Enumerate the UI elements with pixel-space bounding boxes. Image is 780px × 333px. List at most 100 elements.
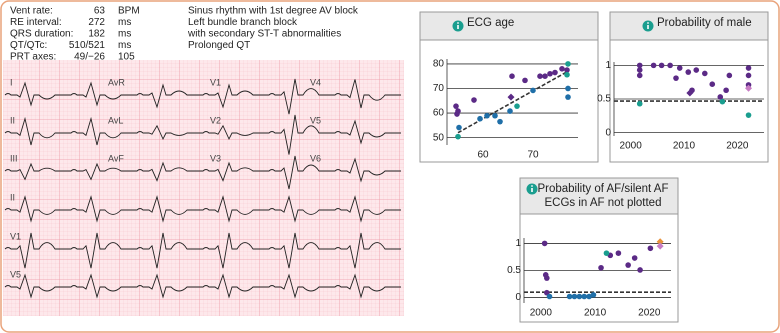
point [656,238,664,246]
point [745,65,752,71]
point [541,240,548,247]
point [685,69,692,75]
lead-label: AvL [108,115,123,125]
measure-label: RE interval: [10,17,62,28]
y-tick-label: 0 [515,292,521,303]
point [717,94,724,100]
point [723,87,729,94]
ecg-trace [4,232,401,269]
point [576,293,583,300]
point [693,67,700,73]
interpretation: Left bundle branch block [188,17,298,28]
point [471,97,477,103]
y-tick-label: 0.5 [597,94,611,105]
measure-value: 510/521 [69,40,106,51]
point [497,118,503,125]
x-tick-label: 2020 [638,308,661,319]
x-tick-label: 70 [527,150,539,161]
point [530,87,536,94]
point [745,112,752,118]
ecg-grid [3,60,404,316]
measure-label: QRS duration: [10,29,73,40]
measure-unit: ms [118,17,131,28]
ecg-trace [4,155,401,190]
y-tick-label: 50 [433,132,445,143]
point [537,73,543,79]
point [673,75,679,81]
point [658,62,665,69]
point [581,293,588,300]
y-tick-label: 60 [433,108,445,119]
point [636,67,643,73]
chart-title: Probability of AF/silent AF [537,183,668,195]
fit-line [457,70,569,134]
point [631,255,638,261]
measure-unit: BPM [118,6,140,17]
point [615,250,622,256]
ecg-traces: I AvR V1 V4 II AvL V2 V5 III AvF V3 V6 II V1 V5 [4,77,401,299]
measure-value: 182 [88,29,105,40]
point [625,262,631,268]
lead-label: V2 [210,115,221,125]
x-tick-label: 2020 [726,141,749,152]
ecg-trace [4,195,401,223]
x-tick-label: 60 [477,150,489,161]
info-dot [457,22,459,24]
point [455,133,461,140]
point [719,98,726,105]
ecg-trace [4,273,401,299]
measure-unit: 105 [118,52,135,63]
point [656,242,664,250]
interpretation: Sinus rhythm with 1st degree AV block [188,6,359,17]
lead-label: III [10,153,18,163]
point [565,61,571,67]
card-header [520,178,678,215]
point [650,62,657,69]
point [586,293,592,300]
point [590,292,597,298]
point [686,89,694,97]
y-tick-label: 80 [433,59,445,70]
measure-label: Vent rate: [10,6,53,17]
interpretation: Prolonged QT [188,40,250,51]
point [507,108,513,114]
point [509,73,515,79]
y-tick-label: 0.5 [507,265,521,276]
y-tick-label: 70 [433,83,445,94]
point [637,267,643,273]
point [456,124,462,131]
lead-label: V5 [10,269,21,279]
point [507,93,515,101]
measure-label: PRT axes: [10,52,56,63]
point [571,293,578,300]
point [552,69,558,76]
measure-value: 63 [94,6,106,17]
point [477,115,483,122]
point [492,112,498,119]
lead-label: AvR [108,77,125,87]
x-tick-label: 2000 [530,308,553,319]
ecg-header: Vent rate: 63 BPM RE interval: 272 ms QRS dura… [10,6,359,63]
lead-label: V1 [210,77,221,87]
point [702,70,708,77]
point [565,94,571,100]
lead-label: AvF [108,153,124,163]
point [544,275,550,281]
ecg-trace [4,78,401,115]
interpretation: with secondary ST-T abnormalities [187,29,341,40]
point [709,81,716,87]
y-tick-label: 0 [605,127,611,138]
lead-label: II [10,115,15,125]
lead-label: V1 [10,231,21,241]
y-tick-label: 1 [515,238,521,249]
point [726,72,733,79]
info-dot [531,185,533,187]
point [484,112,490,119]
info-glyph [531,188,533,192]
lead-label: V4 [310,77,321,87]
chart-title: ECGs in AF not plotted [545,197,662,209]
point [647,245,654,252]
point [636,72,643,79]
chart-title: ECG age [467,17,514,29]
